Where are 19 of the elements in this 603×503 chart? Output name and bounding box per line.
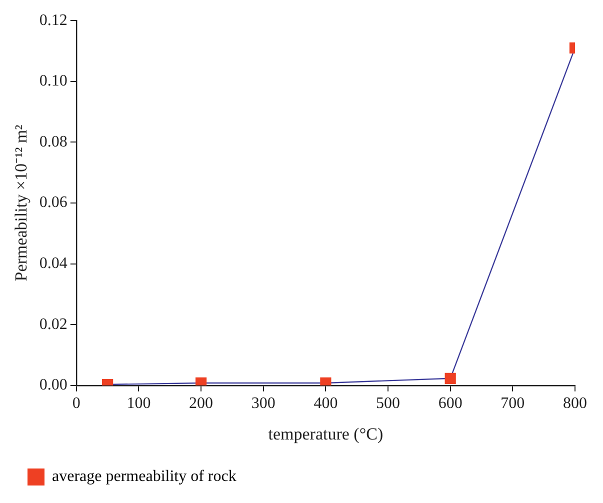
x-tick-label: 600 — [438, 395, 462, 412]
x-tick-label: 200 — [189, 395, 214, 412]
y-tick-label: 0.06 — [39, 194, 68, 212]
x-axis-title: temperature (°C) — [268, 424, 384, 444]
x-tick-label: 0 — [72, 395, 80, 412]
y-tick-label: 0.04 — [39, 255, 68, 272]
x-tick-label: 300 — [251, 395, 276, 412]
y-tick-label: 0.02 — [39, 316, 68, 333]
x-tick-label: 100 — [126, 395, 151, 412]
y-tick-label: 0.12 — [39, 12, 68, 29]
y-axis-title: Permeability ×10⁻¹² m² — [12, 124, 31, 282]
x-tick-label: 400 — [314, 395, 338, 412]
x-tick-label: 700 — [500, 395, 525, 412]
y-tick-label: 0.08 — [39, 133, 68, 150]
y-tick-label: 0.00 — [39, 376, 68, 394]
x-tick-label: 800 — [563, 395, 587, 412]
legend-label: average permeability of rock — [52, 468, 236, 486]
y-tick-label: 0.10 — [39, 72, 68, 90]
x-tick-label: 500 — [376, 395, 400, 412]
